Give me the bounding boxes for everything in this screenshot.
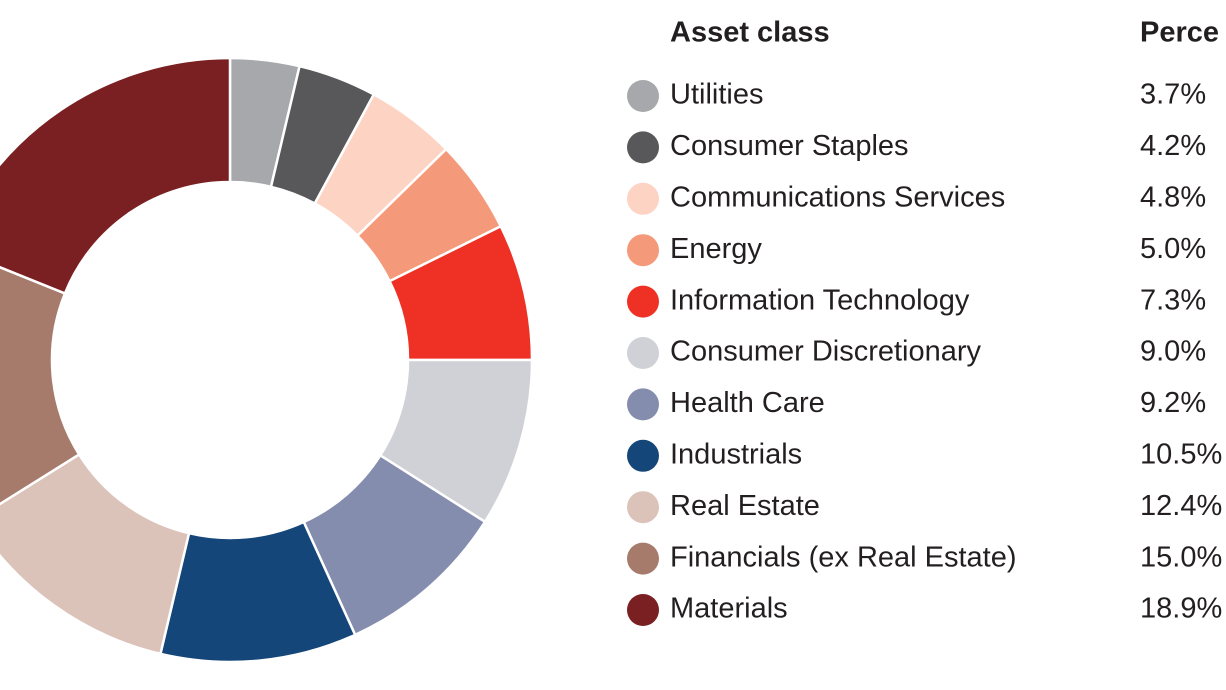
value-label: 9.2%	[1140, 387, 1206, 419]
legend-header: Asset class	[670, 17, 830, 49]
legend-label: Communications Services	[670, 181, 1005, 213]
donut-slice	[0, 265, 81, 506]
legend-label: Energy	[670, 233, 762, 265]
legend-swatch	[627, 594, 659, 626]
value-label: 12.4%	[1140, 490, 1222, 522]
legend-label: Consumer Staples	[670, 130, 909, 162]
value-header: Perce	[1140, 17, 1219, 49]
legend-label: Health Care	[670, 387, 825, 419]
legend-swatch	[627, 542, 659, 575]
legend-swatch	[627, 285, 659, 318]
legend-swatch	[627, 182, 659, 215]
legend-label: Financials (ex Real Estate)	[670, 541, 1017, 573]
legend-label: Industrials	[670, 438, 802, 470]
legend-swatch	[627, 439, 659, 472]
legend-swatch	[627, 491, 659, 524]
legend-label: Materials	[670, 593, 788, 625]
legend-label: Real Estate	[670, 490, 820, 522]
value-label: 4.2%	[1140, 130, 1206, 162]
donut-slice	[0, 56, 232, 296]
value-label: 9.0%	[1140, 336, 1206, 368]
value-label: 15.0%	[1140, 541, 1222, 573]
value-label: 10.5%	[1140, 438, 1222, 470]
legend-swatch	[627, 337, 659, 369]
legend-swatch	[627, 131, 659, 164]
legend-swatch	[627, 388, 659, 421]
donut-slice	[0, 452, 191, 656]
value-label: 18.9%	[1140, 593, 1222, 625]
legend-label: Information Technology	[670, 284, 970, 316]
legend-swatch	[627, 234, 659, 267]
legend-label: Utilities	[670, 79, 763, 111]
value-label: 5.0%	[1140, 233, 1206, 265]
value-label: 4.8%	[1140, 181, 1206, 213]
value-label: 3.7%	[1140, 79, 1206, 111]
legend-swatch	[627, 80, 659, 112]
value-label: 7.3%	[1140, 284, 1206, 316]
legend-label: Consumer Discretionary	[670, 336, 982, 368]
